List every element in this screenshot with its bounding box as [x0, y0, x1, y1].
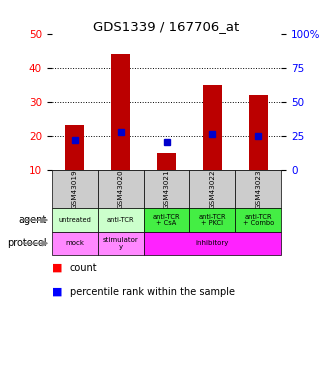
Bar — [189, 170, 235, 208]
Text: GSM43023: GSM43023 — [255, 169, 261, 209]
Text: ■: ■ — [52, 262, 62, 273]
Text: untreated: untreated — [58, 217, 91, 223]
Bar — [52, 209, 98, 232]
Bar — [235, 170, 281, 208]
Text: inhibitory: inhibitory — [196, 240, 229, 246]
Text: GSM43019: GSM43019 — [72, 169, 78, 209]
Text: mock: mock — [65, 240, 84, 246]
Text: GSM43021: GSM43021 — [164, 169, 169, 209]
Bar — [157, 153, 176, 170]
Text: anti-TCR
+ CsA: anti-TCR + CsA — [153, 214, 180, 226]
Bar — [52, 170, 98, 208]
Text: anti-TCR: anti-TCR — [107, 217, 134, 223]
Text: stimulator
y: stimulator y — [103, 237, 139, 250]
Bar — [235, 209, 281, 232]
Text: anti-TCR
+ PKCi: anti-TCR + PKCi — [199, 214, 226, 226]
Bar — [65, 126, 84, 170]
Bar — [189, 209, 235, 232]
Text: anti-TCR
+ Combo: anti-TCR + Combo — [243, 214, 274, 226]
Bar — [144, 170, 189, 208]
Bar — [249, 95, 268, 170]
Bar — [98, 232, 144, 255]
Text: protocol: protocol — [7, 238, 47, 248]
Bar — [52, 232, 98, 255]
Text: ■: ■ — [52, 287, 62, 297]
Text: count: count — [70, 262, 98, 273]
Bar — [144, 232, 281, 255]
Title: GDS1339 / 167706_at: GDS1339 / 167706_at — [93, 20, 240, 33]
Bar — [98, 170, 144, 208]
Bar — [98, 209, 144, 232]
Text: agent: agent — [19, 215, 47, 225]
Bar — [144, 209, 189, 232]
Text: GSM43022: GSM43022 — [209, 169, 215, 209]
Text: GSM43020: GSM43020 — [118, 169, 124, 209]
Bar — [111, 54, 130, 170]
Bar — [203, 85, 222, 170]
Text: percentile rank within the sample: percentile rank within the sample — [70, 287, 235, 297]
